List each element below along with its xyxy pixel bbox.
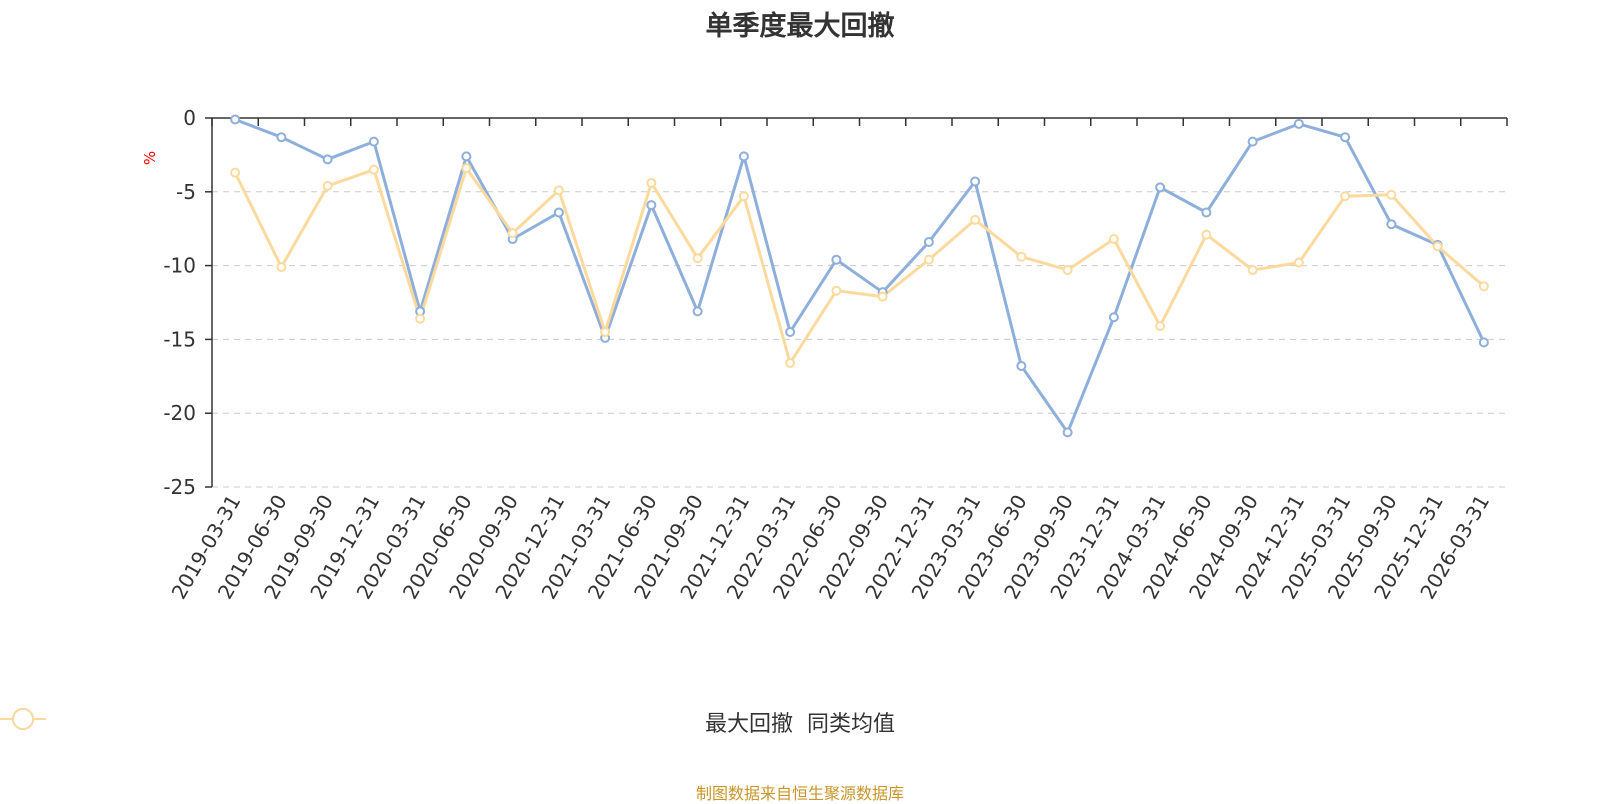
data-point-series-1	[322, 154, 333, 165]
data-point-series-2	[1340, 191, 1351, 202]
data-point-series-1	[646, 200, 657, 211]
data-point-series-2	[461, 163, 472, 174]
data-point-series-2	[646, 177, 657, 188]
data-point-series-2	[322, 180, 333, 191]
y-tick-label: -5	[176, 180, 196, 204]
data-point-series-2	[1432, 241, 1443, 252]
data-point-series-2	[415, 313, 426, 324]
data-point-series-1	[461, 151, 472, 162]
data-source-note: 制图数据来自恒生聚源数据库	[695, 784, 904, 803]
y-tick-label: -10	[163, 254, 196, 278]
data-point-series-1	[1386, 219, 1397, 230]
data-point-series-1	[276, 132, 287, 143]
y-axis-unit-label: %	[141, 151, 159, 165]
data-point-series-2	[831, 285, 842, 296]
data-point-series-1	[1108, 312, 1119, 323]
data-point-series-2	[1247, 265, 1258, 276]
data-point-series-1	[1155, 182, 1166, 193]
data-point-series-2	[923, 254, 934, 265]
data-point-series-1	[831, 254, 842, 265]
data-point-series-1	[1201, 207, 1212, 218]
data-point-series-2	[1016, 251, 1027, 262]
chart-legend: 最大回撤 同类均值	[0, 706, 1600, 738]
y-tick-label: -25	[163, 475, 196, 499]
data-point-series-2	[230, 167, 241, 178]
data-point-series-1	[1247, 136, 1258, 147]
data-point-series-2	[276, 262, 287, 273]
data-point-series-2	[1478, 281, 1489, 292]
data-point-series-2	[507, 228, 518, 239]
data-point-series-2	[1108, 234, 1119, 245]
data-point-series-2	[1201, 229, 1212, 240]
data-point-series-1	[923, 236, 934, 247]
data-point-series-1	[230, 114, 241, 125]
chart-title: 单季度最大回撤	[705, 11, 895, 42]
data-point-series-2	[692, 253, 703, 264]
data-point-series-1	[738, 151, 749, 162]
data-point-series-2	[600, 327, 611, 338]
legend-item-series-2[interactable]: 同类均值	[0, 706, 896, 738]
data-point-series-2	[738, 191, 749, 202]
data-point-series-1	[1293, 118, 1304, 129]
legend-label-series-2: 同类均值	[807, 712, 896, 737]
data-point-series-1	[785, 327, 796, 338]
data-point-series-2	[1386, 189, 1397, 200]
data-point-series-2	[553, 185, 564, 196]
data-point-series-2	[1293, 257, 1304, 268]
legend-line-circle-icon	[0, 708, 46, 730]
series-line-2	[233, 166, 1485, 365]
data-point-series-1	[368, 136, 379, 147]
data-point-series-1	[553, 207, 564, 218]
y-tick-label: 0	[183, 106, 196, 130]
data-point-series-1	[1016, 360, 1027, 371]
series-line-1	[234, 118, 1486, 434]
legend-label-series-1: 最大回撤	[704, 712, 793, 737]
data-point-series-2	[785, 358, 796, 369]
y-tick-label: -20	[163, 401, 196, 425]
data-point-series-2	[970, 214, 981, 225]
data-point-series-1	[1478, 337, 1489, 348]
data-point-series-2	[368, 164, 379, 175]
data-point-series-1	[692, 306, 703, 317]
legend-item-series-1[interactable]: 最大回撤	[0, 706, 793, 738]
data-point-series-2	[1062, 265, 1073, 276]
data-point-series-2	[877, 291, 888, 302]
data-point-series-1	[970, 176, 981, 187]
data-point-series-2	[1155, 321, 1166, 332]
data-point-series-1	[1062, 427, 1073, 438]
y-tick-label: -15	[163, 327, 196, 351]
data-point-series-1	[1340, 132, 1351, 143]
